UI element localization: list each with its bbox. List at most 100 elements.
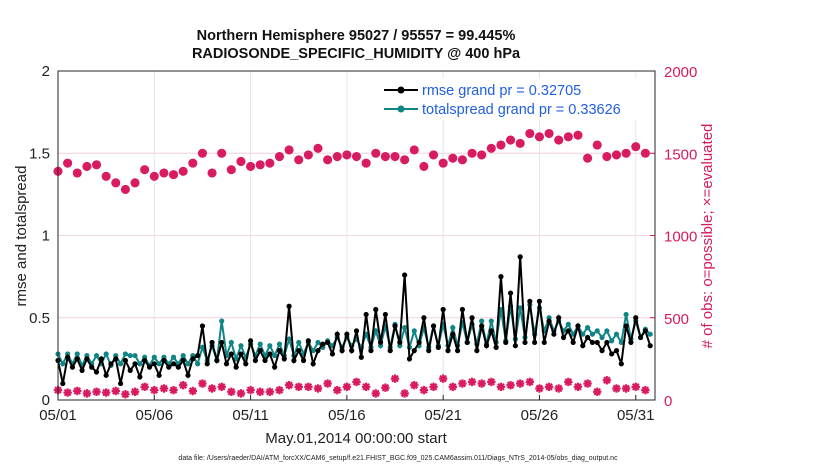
obs-evaluated-point [583, 379, 592, 388]
totalspread-point [296, 339, 302, 346]
obs-possible-star [159, 168, 169, 178]
rmse-point [166, 364, 172, 370]
obs-evaluated-point [178, 380, 188, 390]
rmse-point [204, 361, 210, 367]
y-tick-label: 1.5 [29, 145, 50, 162]
rmse-point [252, 357, 258, 364]
rmse-point [589, 339, 596, 346]
rmse-point [411, 348, 417, 354]
obs-evaluated-point [458, 379, 467, 388]
rmse-point [69, 364, 76, 370]
obs-possible-star [487, 144, 496, 153]
rmse-point [642, 328, 648, 334]
rmse-point [445, 348, 451, 354]
rmse-point [320, 341, 326, 347]
obs-possible-star [284, 145, 294, 155]
rmse-point [195, 352, 201, 359]
rmse-point [300, 357, 307, 364]
totalspread-point [228, 339, 234, 346]
obs-possible-star [631, 142, 640, 151]
rmse-point [247, 338, 254, 344]
obs-possible-star [544, 129, 554, 138]
rmse-point [161, 357, 167, 364]
rmse-point [113, 356, 119, 362]
obs-possible-star [92, 160, 101, 169]
totalspread-point [60, 361, 66, 367]
totalspread-point [180, 352, 186, 359]
rmse-point [397, 339, 403, 346]
obs-possible-star [227, 165, 236, 174]
totalspread-point [618, 339, 624, 346]
obs-possible-star [410, 145, 419, 155]
obs-evaluated-point [188, 386, 198, 396]
obs-evaluated-point [410, 380, 419, 390]
rmse-point [233, 364, 239, 370]
rmse-point [272, 364, 278, 370]
obs-evaluated-point [101, 388, 111, 397]
obs-evaluated-point [525, 377, 535, 387]
x-tick-label: 05/01 [39, 407, 77, 424]
obs-possible-star [333, 152, 342, 161]
rmse-point [609, 351, 615, 357]
obs-evaluated-point [333, 385, 342, 395]
rmse-point [267, 351, 273, 357]
rmse-point [421, 315, 427, 321]
totalspread-point [272, 352, 278, 359]
rmse-point [618, 361, 624, 367]
obs-possible-star [361, 158, 371, 168]
obs-evaluated-point [573, 382, 583, 392]
obs-evaluated-point [121, 390, 130, 399]
obs-possible-star [207, 168, 217, 178]
rmse-point [257, 348, 263, 354]
obs-possible-star [275, 152, 284, 161]
rmse-point [430, 323, 437, 329]
obs-possible-star [130, 178, 140, 188]
rmse-point [142, 357, 148, 364]
totalspread-point [479, 318, 485, 324]
rmse-point [599, 348, 605, 354]
legend-rmse-marker [397, 86, 405, 94]
obs-evaluated-point [429, 382, 438, 392]
obs-evaluated-point [631, 382, 640, 392]
totalspread-point [623, 311, 629, 318]
x-tick-label: 05/16 [328, 407, 366, 424]
rmse-point [637, 334, 644, 341]
rmse-point [132, 361, 138, 367]
rmse-point [238, 351, 244, 357]
obs-evaluated-point [602, 376, 612, 385]
rmse-point [570, 339, 576, 346]
obs-evaluated-point [207, 384, 217, 393]
totalspread-point [315, 339, 321, 346]
totalspread-point [488, 318, 494, 324]
obs-possible-star [236, 157, 246, 166]
totalspread-point [233, 356, 239, 362]
totalspread-point [132, 352, 138, 359]
rmse-point [613, 348, 620, 354]
rmse-point [493, 344, 499, 350]
x-tick-label: 05/26 [521, 407, 559, 424]
rmse-point [262, 357, 268, 364]
obs-possible-star [400, 155, 409, 165]
obs-evaluated-point [641, 385, 650, 395]
rmse-point [532, 339, 538, 346]
obs-evaluated-point [304, 382, 313, 392]
obs-evaluated-point [284, 380, 294, 390]
rmse-point [387, 348, 393, 354]
obs-evaluated-point [448, 382, 457, 392]
obs-evaluated-point [621, 384, 631, 393]
rmse-point [223, 361, 230, 367]
obs-possible-star [621, 149, 631, 158]
rmse-point [180, 357, 186, 364]
totalspread-point [599, 334, 605, 341]
totalspread-point [117, 361, 124, 367]
rmse-point [291, 357, 297, 364]
totalspread-point [604, 328, 610, 334]
rmse-point [551, 331, 557, 337]
rmse-point [536, 298, 543, 304]
obs-evaluated-point [381, 383, 390, 392]
obs-possible-star [467, 149, 477, 158]
rmse-point [560, 334, 567, 341]
totalspread-point [267, 343, 273, 349]
y2-tick-label: 500 [664, 311, 689, 328]
rmse-point [604, 339, 610, 346]
